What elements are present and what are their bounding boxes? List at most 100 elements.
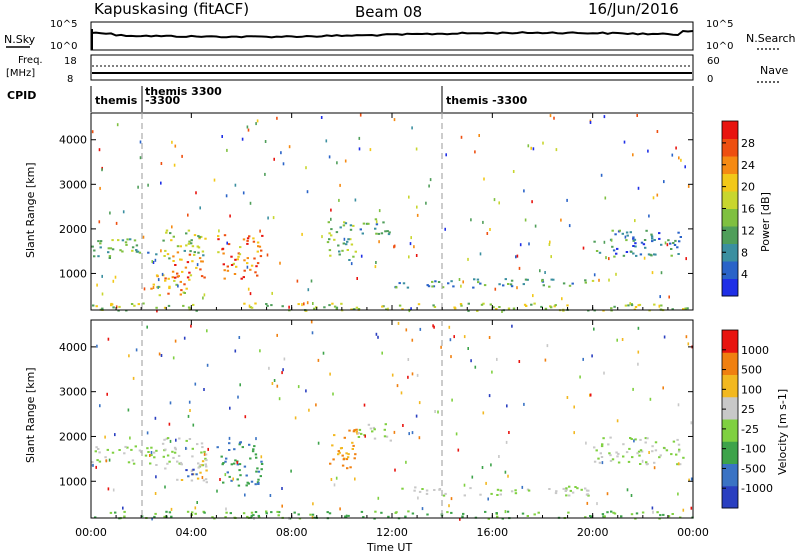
heatmap-cell: [338, 451, 341, 454]
heatmap-cell: [555, 490, 558, 493]
heatmap-cell: [185, 244, 188, 247]
heatmap-cell: [566, 198, 568, 202]
heatmap-cell: [496, 515, 499, 518]
heatmap-cell: [182, 304, 185, 307]
heatmap-cell: [258, 245, 262, 248]
heatmap-cell: [355, 428, 358, 431]
colorbar-swatch: [722, 396, 738, 420]
heatmap-cell: [367, 423, 371, 426]
heatmap-cell: [525, 305, 528, 307]
heatmap-cell: [641, 511, 645, 514]
heatmap-cell: [259, 255, 263, 258]
heatmap-cell: [106, 448, 109, 451]
heatmap-cell: [586, 501, 589, 505]
heatmap-cell: [236, 463, 239, 466]
heatmap-cell: [496, 494, 499, 496]
heatmap-cell: [257, 245, 260, 248]
heatmap-cell: [335, 476, 338, 480]
heatmap-cell: [473, 278, 476, 281]
heatmap-cell: [226, 269, 230, 272]
noise-right-tick-bottom: 10^0: [706, 41, 733, 52]
heatmap-cell: [99, 404, 101, 408]
heatmap-cell: [261, 234, 264, 237]
heatmap-cell: [107, 337, 110, 341]
heatmap-cell: [380, 232, 384, 235]
heatmap-cell: [530, 303, 533, 306]
heatmap-cell: [332, 392, 334, 396]
heatmap-cell: [407, 510, 410, 513]
heatmap-cell: [230, 463, 233, 466]
heatmap-cell: [206, 329, 208, 333]
heatmap-cell: [278, 397, 281, 401]
heatmap-cell: [474, 365, 477, 369]
heatmap-cell: [418, 401, 421, 405]
heatmap-cell: [171, 270, 175, 273]
heatmap-cell: [201, 446, 204, 449]
heatmap-cell: [415, 147, 418, 151]
heatmap-cell: [626, 488, 629, 492]
heatmap-cell: [203, 511, 206, 514]
heatmap-cell: [271, 291, 273, 295]
heatmap-cell: [271, 382, 274, 385]
heatmap-cell: [375, 220, 378, 224]
heatmap-cell: [244, 415, 247, 419]
heatmap-cell: [664, 241, 667, 245]
heatmap-cell: [312, 302, 314, 305]
heatmap-cell: [401, 308, 404, 311]
heatmap-cell: [255, 122, 257, 126]
heatmap-cell: [381, 351, 383, 355]
heatmap-cell: [342, 242, 345, 245]
heatmap-cell: [198, 257, 202, 260]
heatmap-cell: [548, 488, 551, 490]
heatmap-cell: [658, 304, 661, 308]
heatmap-cell: [501, 517, 504, 520]
heatmap-cell: [544, 358, 547, 362]
heatmap-cell: [247, 128, 250, 132]
heatmap-cell: [130, 303, 134, 305]
heatmap-cell: [606, 511, 609, 514]
heatmap-cell: [134, 445, 137, 448]
heatmap-cell: [554, 304, 557, 307]
heatmap-cell: [356, 432, 359, 435]
heatmap-cell: [187, 414, 190, 418]
heatmap-cell: [666, 243, 669, 247]
heatmap-cell: [163, 306, 167, 309]
heatmap-cell: [167, 292, 170, 295]
heatmap-cell: [230, 264, 234, 266]
heatmap-cell: [226, 148, 228, 152]
heatmap-cell: [237, 395, 239, 399]
heatmap-cell: [173, 279, 176, 282]
heatmap-cell: [223, 277, 226, 280]
x-axis-label: Time UT: [366, 541, 412, 554]
heatmap-cell: [139, 140, 142, 144]
heatmap-cell: [667, 239, 670, 242]
heatmap-cell: [353, 308, 356, 311]
heatmap-cell: [187, 475, 190, 478]
heatmap-cell: [193, 253, 196, 256]
heatmap-cell: [526, 515, 529, 517]
heatmap-cell: [179, 280, 182, 283]
heatmap-cell: [339, 226, 342, 229]
heatmap-cell: [114, 275, 117, 279]
heatmap-cell: [470, 218, 472, 222]
x-tick-label: 08:00: [276, 526, 308, 539]
heatmap-cell: [315, 306, 318, 309]
heatmap-cell: [651, 450, 654, 453]
heatmap-cell: [199, 268, 202, 271]
heatmap-cell: [614, 233, 617, 236]
heatmap-cell: [139, 156, 142, 160]
heatmap-cell: [489, 228, 491, 231]
heatmap-cell: [206, 363, 209, 367]
heatmap-cell: [674, 239, 677, 242]
heatmap-cell: [408, 195, 410, 199]
noise-search-label: N.Search: [746, 32, 796, 45]
heatmap-cell: [112, 488, 115, 492]
heatmap-cell: [131, 249, 134, 252]
heatmap-cell: [476, 309, 479, 312]
heatmap-cell: [130, 448, 133, 451]
heatmap-cell: [187, 242, 191, 245]
heatmap-cell: [632, 237, 635, 240]
heatmap-cell: [471, 475, 474, 479]
heatmap-cell: [216, 489, 218, 493]
heatmap-cell: [257, 514, 260, 517]
